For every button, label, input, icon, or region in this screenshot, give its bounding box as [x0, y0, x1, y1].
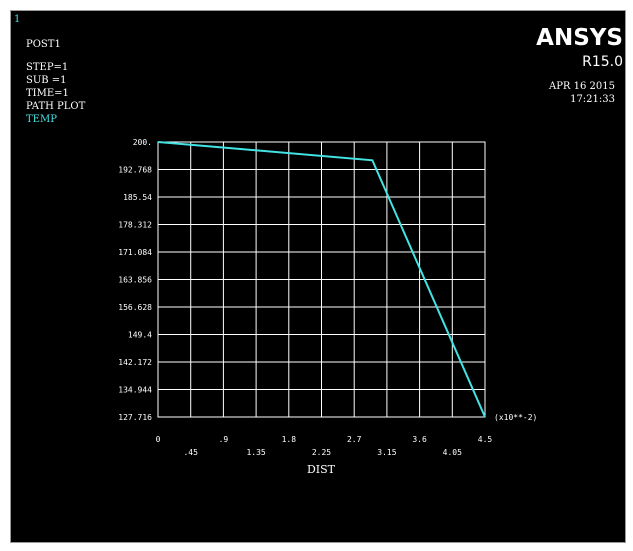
x-tick-label: 4.05	[443, 448, 462, 457]
version-label: R15.0	[582, 54, 623, 70]
x-tick-label: 2.7	[347, 435, 362, 444]
clock-label: 17:21:33	[570, 94, 615, 105]
y-tick-label: 171.084	[118, 248, 152, 257]
x-tick-label: 0	[156, 435, 161, 444]
x-tick-label: 3.6	[412, 435, 427, 444]
time-label: TIME=1	[26, 88, 69, 99]
x-multiplier-label: (x10**-2)	[494, 413, 537, 422]
series-label: TEMP	[26, 114, 57, 125]
x-tick-label: 1.8	[282, 435, 297, 444]
x-tick-label: 3.15	[377, 448, 396, 457]
y-tick-label: 149.4	[128, 331, 152, 340]
x-tick-label: .9	[219, 435, 229, 444]
y-tick-label: 156.628	[118, 303, 152, 312]
y-tick-label: 142.172	[118, 358, 152, 367]
sub-label: SUB =1	[26, 75, 67, 86]
x-tick-label: .45	[183, 448, 198, 457]
step-label: STEP=1	[26, 62, 69, 73]
temp-series-line	[157, 141, 486, 418]
y-tick-label: 127.716	[118, 413, 152, 422]
post-title: POST1	[26, 39, 61, 50]
y-tick-label: 200.	[133, 138, 152, 147]
plot-type-label: PATH PLOT	[26, 101, 86, 112]
plot-window: 1 POST1 STEP=1 SUB =1 TIME=1 PATH PLOT T…	[10, 10, 626, 543]
date-label: APR 16 2015	[548, 81, 615, 92]
ansys-logo: ANSYS	[536, 25, 623, 51]
y-tick-label: 178.312	[118, 221, 152, 230]
x-tick-label: 4.5	[478, 435, 493, 444]
y-tick-label: 185.54	[123, 193, 152, 202]
y-tick-label: 192.768	[118, 166, 152, 175]
x-tick-label: 2.25	[312, 448, 331, 457]
window-number: 1	[14, 14, 21, 25]
y-tick-label: 163.856	[118, 276, 152, 285]
x-axis-label: DIST	[307, 463, 336, 476]
y-tick-label: 134.944	[118, 386, 152, 395]
x-tick-label: 1.35	[246, 448, 265, 457]
path-plot-chart: 200. 192.768 185.54 178.312 171.084 163.856 15…	[118, 138, 537, 476]
